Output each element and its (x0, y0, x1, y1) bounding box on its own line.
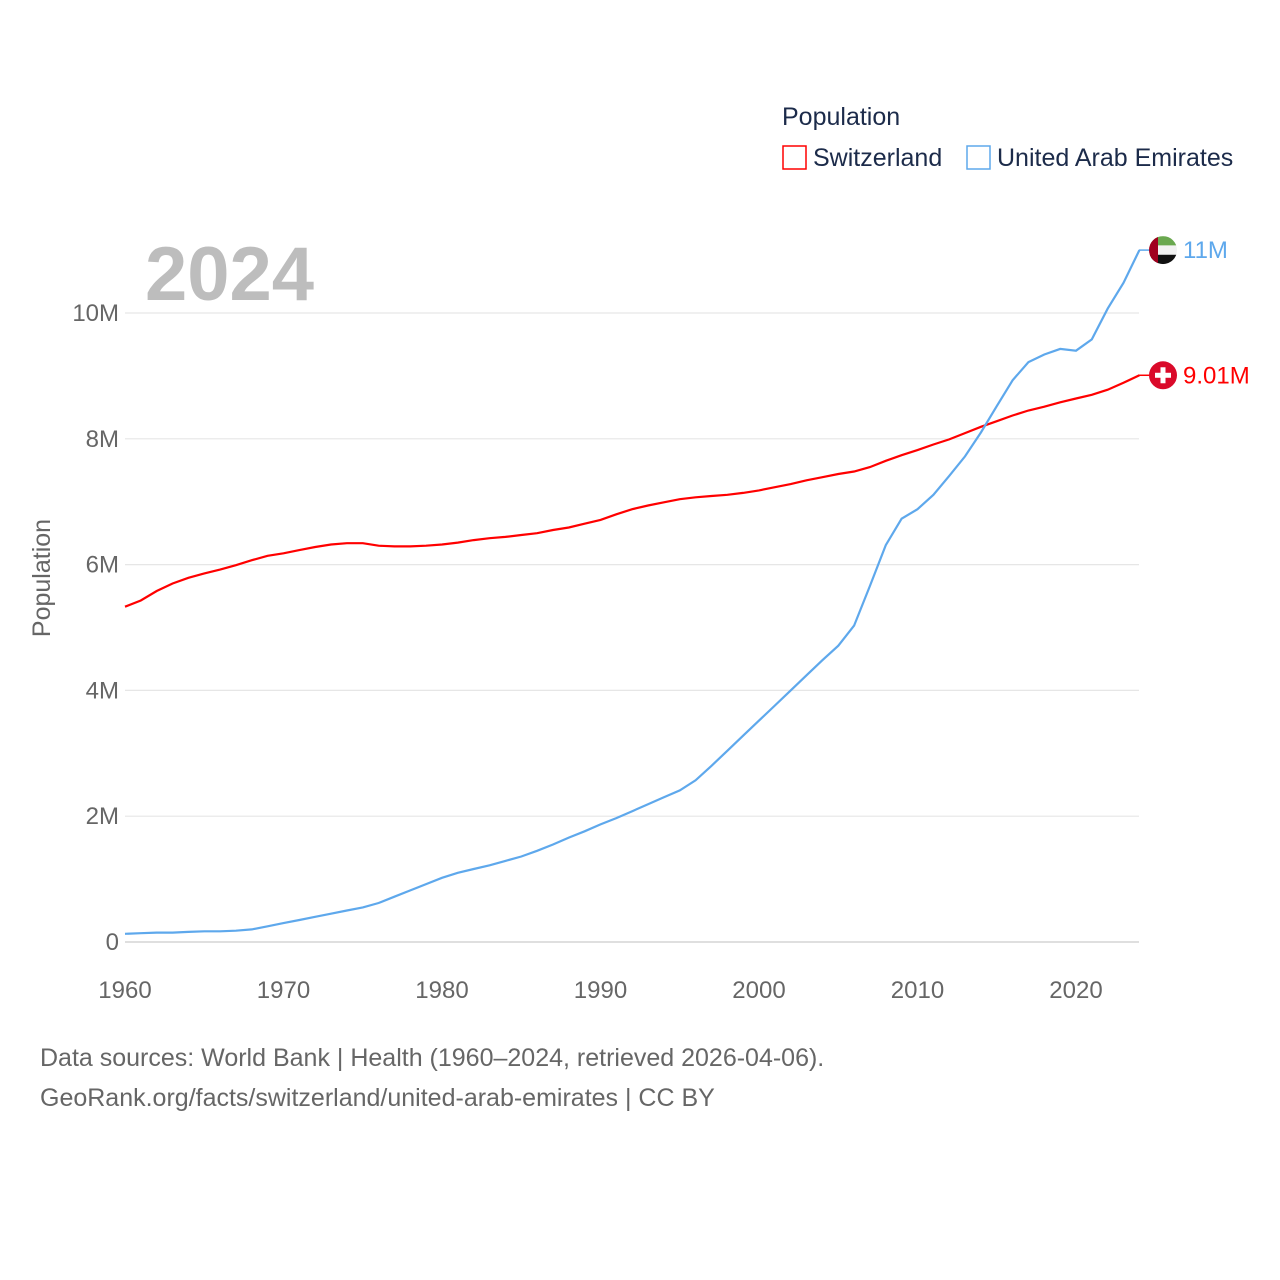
x-tick-label: 2010 (891, 977, 944, 1004)
y-tick-label: 6M (86, 552, 119, 579)
legend-label-uae: United Arab Emirates (997, 144, 1233, 172)
end-value-label: 9.01M (1183, 362, 1250, 389)
x-tick-label: 2020 (1049, 977, 1102, 1004)
legend-title: Population (782, 103, 900, 131)
switzerland-flag-icon (1149, 361, 1177, 390)
y-tick-label: 10M (72, 300, 119, 327)
y-tick-label: 4M (86, 677, 119, 704)
series-line-switzerland (124, 374, 1140, 608)
footer-credit: GeoRank.org/facts/switzerland/united-ara… (40, 1084, 715, 1112)
y-axis-title: Population (28, 519, 56, 637)
x-tick-label: 2000 (732, 977, 785, 1004)
footer-sources: Data sources: World Bank | Health (1960–… (40, 1044, 825, 1072)
legend-swatch-uae (966, 145, 991, 170)
year-watermark: 2024 (145, 232, 314, 317)
x-tick-label: 1980 (415, 977, 468, 1004)
uae-flag-icon (1149, 236, 1177, 265)
y-tick-label: 8M (86, 426, 119, 453)
legend-swatch-switzerland (782, 145, 807, 170)
legend-item-uae[interactable]: United Arab Emirates (966, 144, 1233, 172)
x-tick-label: 1970 (257, 977, 310, 1004)
legend-label-switzerland: Switzerland (813, 144, 942, 172)
legend-item-switzerland[interactable]: Switzerland (782, 144, 942, 172)
x-tick-label: 1960 (98, 977, 151, 1004)
legend: Population Switzerland United Arab Emira… (782, 103, 1233, 172)
x-tick-label: 1990 (574, 977, 627, 1004)
end-value-label: 11M (1183, 237, 1228, 264)
series-line-uae (124, 249, 1141, 935)
y-tick-label: 2M (86, 803, 119, 830)
y-tick-label: 0 (106, 929, 119, 956)
